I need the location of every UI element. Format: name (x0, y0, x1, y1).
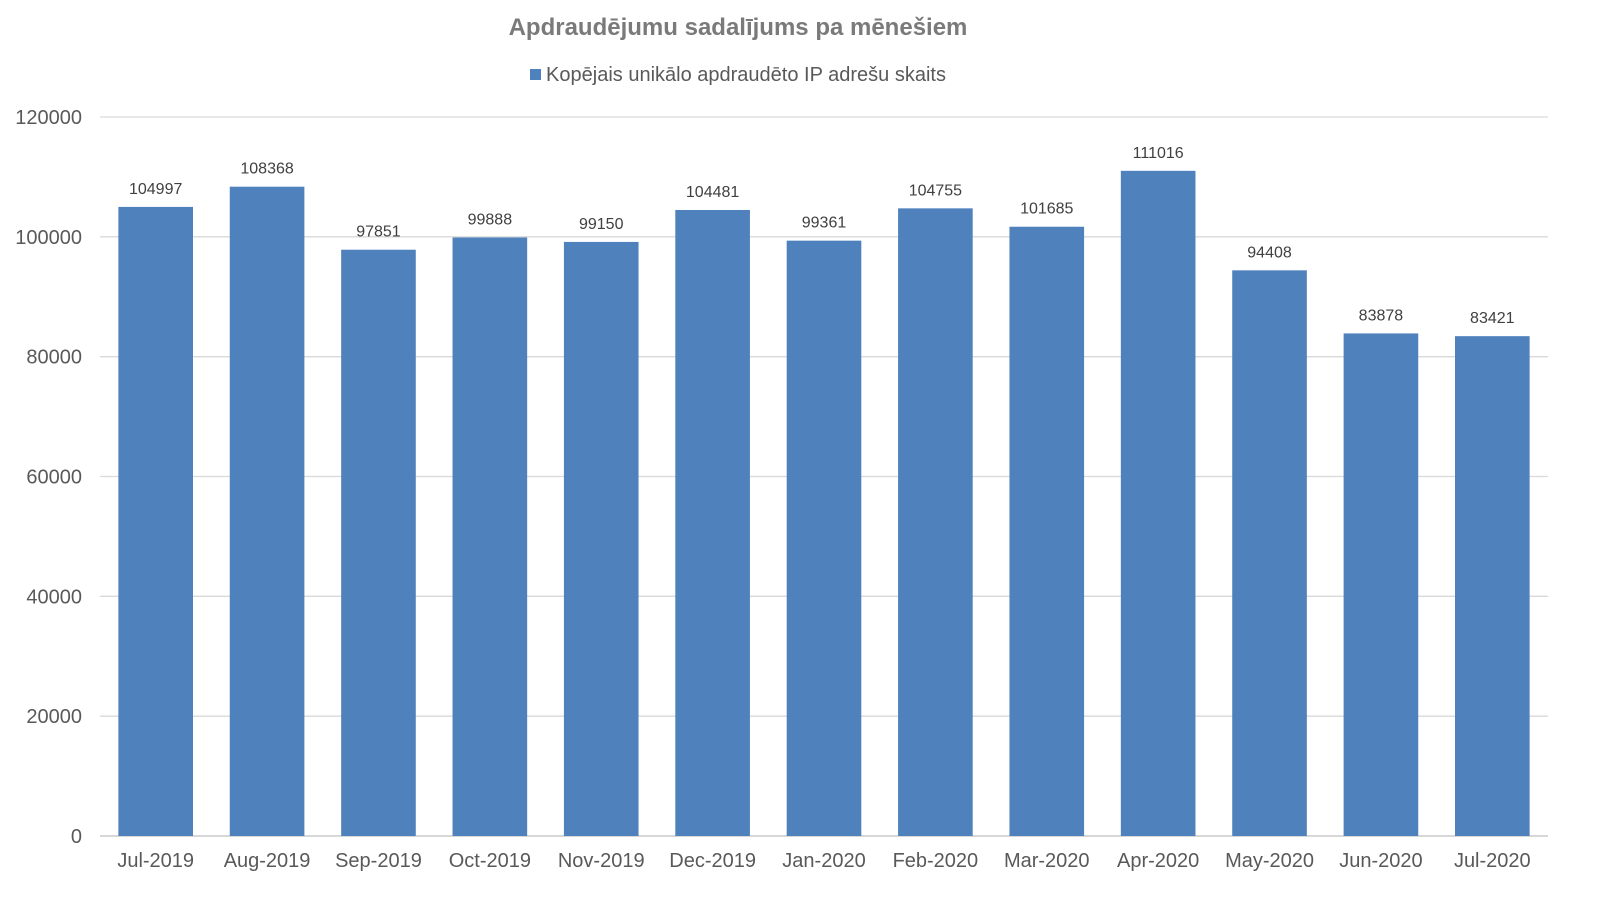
x-tick-label: Oct-2019 (449, 850, 531, 872)
bar (1343, 333, 1419, 836)
x-tick-label: Dec-2019 (669, 850, 756, 872)
bar (1232, 270, 1307, 836)
x-tick-label: Jan-2020 (782, 850, 865, 872)
bar (786, 240, 862, 837)
x-tick-label: Apr-2020 (1117, 850, 1199, 872)
data-label: 97851 (356, 224, 401, 241)
y-tick-label: 0 (71, 826, 82, 848)
x-axis-ticks: Jul-2019 Aug-2019 Sep-2019 Oct-2019 Nov-2019… (117, 850, 1530, 872)
bar (563, 241, 639, 836)
x-tick-label: Aug-2019 (224, 850, 311, 872)
legend: Kopējais unikālo apdraudēto IP adrešu sk… (0, 64, 1476, 87)
bar (229, 186, 305, 836)
legend-swatch (530, 69, 542, 80)
data-label: 99361 (802, 215, 847, 232)
x-tick-label: Feb-2020 (893, 850, 979, 872)
y-axis-ticks: 0 20000 40000 60000 80000 100000 120000 (15, 107, 82, 848)
x-tick-label: Jul-2020 (1454, 850, 1531, 872)
bar (341, 249, 416, 837)
data-label: 104755 (909, 182, 962, 199)
x-tick-label: May-2020 (1225, 850, 1314, 872)
y-tick-label: 20000 (26, 706, 82, 728)
x-tick-label: Sep-2019 (335, 850, 422, 872)
data-label: 104481 (686, 184, 739, 201)
data-label: 108368 (240, 161, 293, 178)
data-label: 99150 (579, 216, 624, 233)
x-tick-label: Jun-2020 (1339, 850, 1422, 872)
x-tick-label: Jul-2019 (117, 850, 194, 872)
bars (118, 170, 1530, 837)
y-tick-label: 40000 (26, 586, 82, 608)
bar (898, 208, 973, 836)
data-labels: 104997 108368 97851 99888 99150 104481 99361 10… (129, 145, 1515, 327)
x-tick-label: Mar-2020 (1004, 850, 1090, 872)
data-label: 83421 (1470, 310, 1515, 327)
data-label: 101685 (1020, 201, 1073, 218)
data-label: 104997 (129, 181, 182, 198)
bar (1120, 170, 1196, 837)
bar (1009, 226, 1085, 837)
y-tick-label: 100000 (15, 227, 82, 249)
bar (675, 209, 750, 836)
bar (1454, 336, 1530, 836)
x-tick-label: Nov-2019 (558, 850, 645, 872)
data-label: 111016 (1133, 145, 1184, 162)
bar (118, 206, 194, 837)
data-label: 94408 (1247, 244, 1292, 261)
y-tick-label: 120000 (15, 107, 82, 129)
data-label: 99888 (468, 212, 513, 229)
y-tick-label: 60000 (26, 467, 82, 489)
y-tick-label: 80000 (26, 347, 82, 369)
legend-label: Kopējais unikālo apdraudēto IP adrešu sk… (546, 64, 946, 86)
bar (452, 237, 528, 836)
data-label: 83878 (1359, 307, 1404, 324)
chart-title: Apdraudējumu sadalījums pa mēnešiem (508, 14, 968, 41)
